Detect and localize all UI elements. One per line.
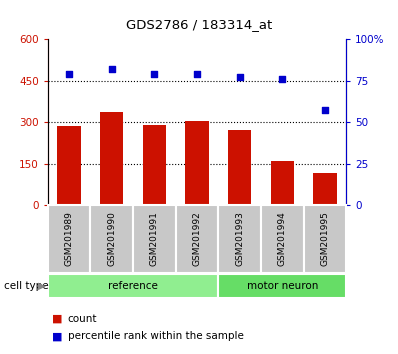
Bar <box>261 205 304 273</box>
Point <box>109 66 115 72</box>
Text: motor neuron: motor neuron <box>247 281 318 291</box>
Point <box>194 71 200 77</box>
Point <box>236 74 243 80</box>
Text: ■: ■ <box>52 314 62 324</box>
Point <box>151 71 158 77</box>
Text: reference: reference <box>108 281 158 291</box>
Text: GSM201994: GSM201994 <box>278 212 287 266</box>
Bar <box>219 205 261 273</box>
Point <box>279 76 285 82</box>
Bar <box>142 125 166 205</box>
Bar <box>313 173 337 205</box>
Text: percentile rank within the sample: percentile rank within the sample <box>68 331 244 341</box>
Bar <box>185 121 209 205</box>
Bar <box>271 161 294 205</box>
Point <box>66 71 72 77</box>
Text: cell type: cell type <box>4 281 49 291</box>
Point <box>322 108 328 113</box>
Text: count: count <box>68 314 97 324</box>
Text: ■: ■ <box>52 331 62 341</box>
Bar <box>90 205 133 273</box>
Bar <box>133 205 176 273</box>
Text: ▶: ▶ <box>38 281 46 291</box>
Text: GSM201989: GSM201989 <box>64 211 74 267</box>
Bar <box>48 274 219 298</box>
Text: GSM201995: GSM201995 <box>320 211 330 267</box>
Text: GSM201993: GSM201993 <box>235 211 244 267</box>
Bar <box>228 131 252 205</box>
Text: GSM201991: GSM201991 <box>150 211 159 267</box>
Bar <box>304 205 346 273</box>
Bar <box>176 205 219 273</box>
Bar <box>100 113 123 205</box>
Text: GDS2786 / 183314_at: GDS2786 / 183314_at <box>126 18 272 31</box>
Bar <box>219 274 346 298</box>
Text: GSM201990: GSM201990 <box>107 211 116 267</box>
Bar <box>57 126 81 205</box>
Text: GSM201992: GSM201992 <box>193 212 201 266</box>
Bar <box>48 205 90 273</box>
